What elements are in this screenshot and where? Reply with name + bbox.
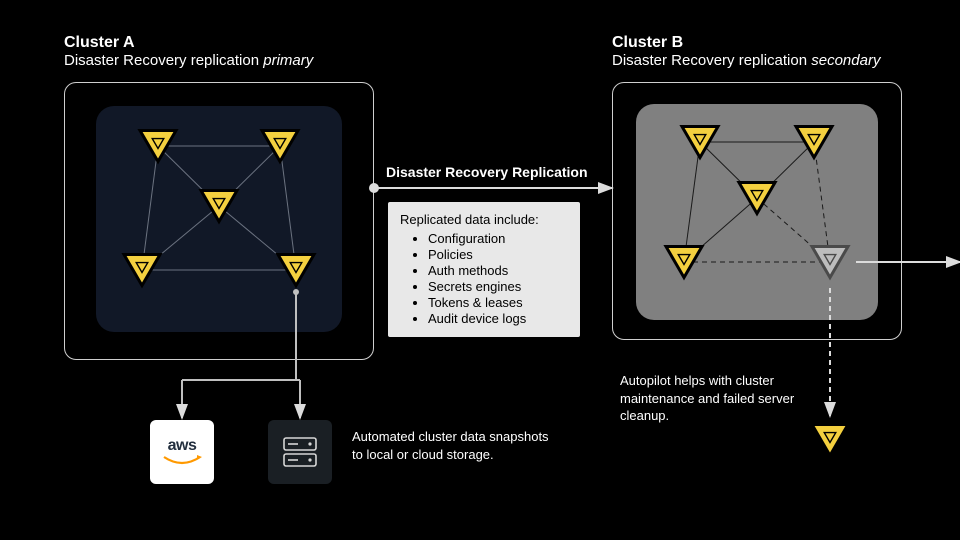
list-item: Policies: [428, 247, 568, 262]
list-item: Tokens & leases: [428, 295, 568, 310]
replicated-data-box: Replicated data include: Configuration P…: [388, 202, 580, 337]
replication-label: Disaster Recovery Replication: [386, 164, 588, 180]
list-item: Auth methods: [428, 263, 568, 278]
snapshot-caption: Automated cluster data snapshots to loca…: [352, 428, 552, 463]
aws-logo-text: aws: [168, 437, 197, 455]
cluster-a-title: Cluster A Disaster Recovery replication …: [64, 34, 313, 69]
list-item: Audit device logs: [428, 311, 568, 326]
cluster-a-inner-panel: [96, 106, 342, 332]
aws-tile: aws: [150, 420, 214, 484]
cluster-b-subtitle: Disaster Recovery replication secondary: [612, 52, 880, 69]
server-icon: [280, 432, 320, 472]
cluster-b-name: Cluster B: [612, 34, 880, 52]
cluster-b-inner-panel: [636, 104, 878, 320]
replicated-data-heading: Replicated data include:: [400, 212, 568, 227]
list-item: Secrets engines: [428, 279, 568, 294]
cluster-a-subtitle: Disaster Recovery replication primary: [64, 52, 313, 69]
aws-smile-icon: [162, 455, 202, 467]
autopilot-caption: Autopilot helps with cluster maintenance…: [620, 372, 810, 425]
list-item: Configuration: [428, 231, 568, 246]
replicated-data-list: Configuration Policies Auth methods Secr…: [428, 231, 568, 326]
server-tile: [268, 420, 332, 484]
cluster-b-title: Cluster B Disaster Recovery replication …: [612, 34, 880, 69]
cluster-a-name: Cluster A: [64, 34, 313, 52]
extra-nodes: [812, 425, 848, 456]
